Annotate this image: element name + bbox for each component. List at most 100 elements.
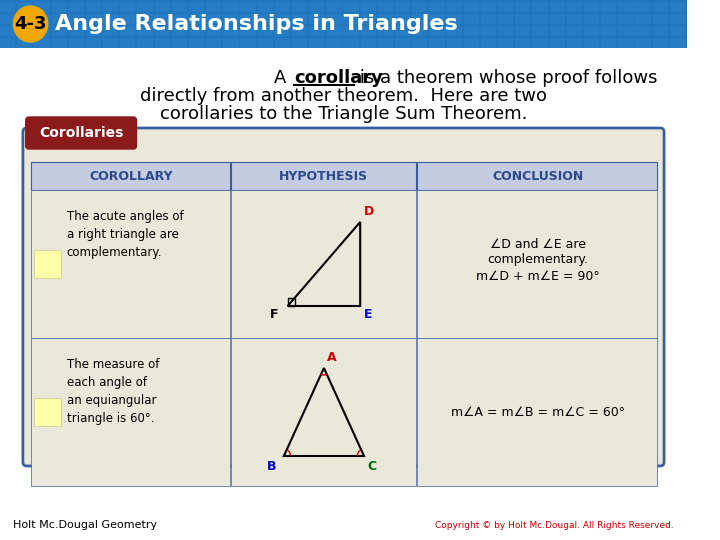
Bar <box>240 26 256 36</box>
Bar <box>343 14 359 24</box>
Text: complementary.: complementary. <box>487 253 588 266</box>
Bar <box>326 2 341 12</box>
Bar <box>189 2 204 12</box>
Bar <box>172 38 187 48</box>
Bar <box>275 26 290 36</box>
Bar <box>52 26 67 36</box>
Bar <box>258 38 273 48</box>
Text: HYPOTHESIS: HYPOTHESIS <box>279 170 369 183</box>
Bar <box>292 26 307 36</box>
Bar <box>395 2 410 12</box>
Bar <box>35 250 61 278</box>
Bar <box>231 338 416 486</box>
Bar <box>378 26 393 36</box>
Bar <box>86 14 101 24</box>
Bar <box>481 2 496 12</box>
Bar <box>17 14 32 24</box>
Bar <box>498 38 513 48</box>
Text: m∠D + m∠E = 90°: m∠D + m∠E = 90° <box>476 271 600 284</box>
Bar <box>670 26 685 36</box>
Bar <box>636 38 651 48</box>
Text: Copyright © by Holt Mc.Dougal. All Rights Reserved.: Copyright © by Holt Mc.Dougal. All Right… <box>435 521 674 530</box>
Text: E: E <box>364 308 372 321</box>
Bar <box>86 26 101 36</box>
Bar <box>309 14 325 24</box>
Bar <box>429 38 445 48</box>
Bar <box>618 2 634 12</box>
Text: Corollaries: Corollaries <box>39 126 123 140</box>
Text: D: D <box>364 205 374 218</box>
Bar <box>446 26 462 36</box>
Bar <box>258 2 273 12</box>
Bar <box>292 2 307 12</box>
Bar <box>292 14 307 24</box>
Bar <box>395 26 410 36</box>
Bar <box>378 2 393 12</box>
Bar <box>326 26 341 36</box>
Circle shape <box>14 6 48 42</box>
Bar <box>417 162 657 190</box>
Bar <box>292 38 307 48</box>
Bar <box>516 14 531 24</box>
Bar <box>516 38 531 48</box>
Bar <box>532 2 548 12</box>
Bar <box>138 38 153 48</box>
Bar <box>652 38 668 48</box>
Bar <box>618 38 634 48</box>
Bar <box>206 38 221 48</box>
Bar <box>86 38 101 48</box>
Bar <box>103 2 118 12</box>
Bar <box>464 2 479 12</box>
Bar <box>35 398 61 426</box>
Bar <box>412 14 428 24</box>
Text: is a theorem whose proof follows: is a theorem whose proof follows <box>354 69 657 87</box>
Bar <box>446 38 462 48</box>
Bar <box>361 26 376 36</box>
Text: B: B <box>266 460 276 473</box>
Text: 4-3: 4-3 <box>14 15 47 33</box>
Bar <box>395 38 410 48</box>
Bar <box>326 38 341 48</box>
Bar <box>412 38 428 48</box>
Bar <box>17 2 32 12</box>
Text: ∠D and ∠E are: ∠D and ∠E are <box>490 239 585 252</box>
Text: corollaries to the Triangle Sum Theorem.: corollaries to the Triangle Sum Theorem. <box>160 105 527 123</box>
Bar <box>288 298 295 306</box>
Bar <box>0 26 15 36</box>
Bar <box>240 38 256 48</box>
Bar <box>516 2 531 12</box>
Bar <box>0 2 15 12</box>
Bar <box>601 26 616 36</box>
Bar <box>240 2 256 12</box>
Bar <box>567 38 582 48</box>
Bar <box>258 14 273 24</box>
Bar <box>155 14 170 24</box>
Bar <box>584 26 599 36</box>
Bar <box>601 14 616 24</box>
Bar <box>189 38 204 48</box>
Text: F: F <box>269 308 278 321</box>
FancyBboxPatch shape <box>26 117 137 149</box>
Bar <box>138 2 153 12</box>
Bar <box>103 14 118 24</box>
Bar <box>464 14 479 24</box>
Bar <box>155 26 170 36</box>
Bar <box>567 14 582 24</box>
Bar <box>326 14 341 24</box>
Bar <box>17 38 32 48</box>
Bar <box>68 2 84 12</box>
Bar <box>670 14 685 24</box>
Bar <box>361 2 376 12</box>
Bar <box>172 2 187 12</box>
Bar <box>172 26 187 36</box>
Bar <box>17 26 32 36</box>
Bar <box>618 14 634 24</box>
Bar <box>549 38 565 48</box>
Bar <box>343 2 359 12</box>
Bar <box>636 14 651 24</box>
Bar <box>155 38 170 48</box>
Bar <box>138 14 153 24</box>
Bar <box>652 2 668 12</box>
Text: m∠A = m∠B = m∠C = 60°: m∠A = m∠B = m∠C = 60° <box>451 406 625 419</box>
Bar <box>567 26 582 36</box>
